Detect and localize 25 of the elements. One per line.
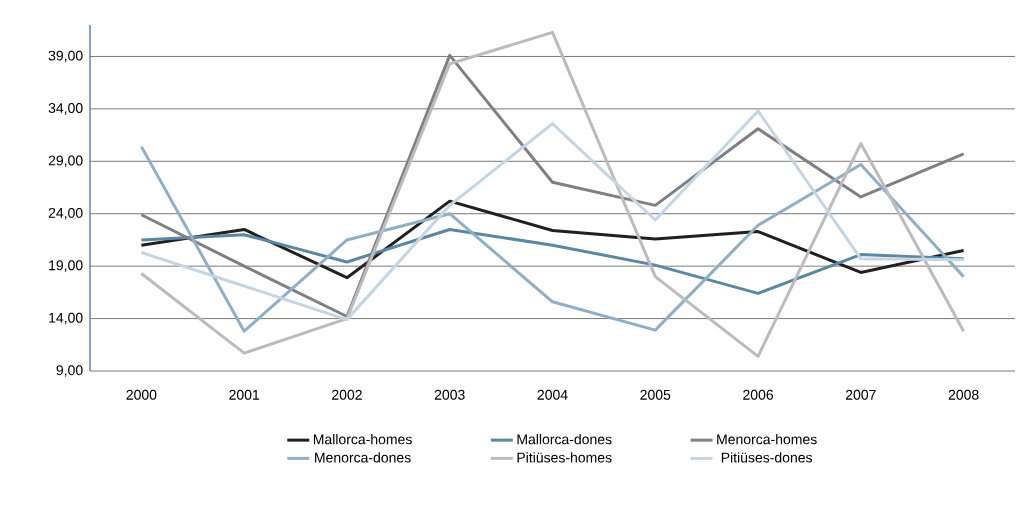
y-tick-label: 34,00 — [48, 103, 83, 115]
y-tick-label: 9,00 — [56, 365, 83, 377]
x-tick-label: 2000 — [126, 389, 157, 400]
y-tick-label: 29,00 — [48, 155, 83, 168]
legend-label: Menorca-homes — [717, 434, 817, 445]
line-series — [139, 30, 966, 358]
legend-label: Mallorca-dones — [517, 434, 612, 445]
x-tick-label: 2007 — [845, 389, 876, 400]
legend-label: Mallorca-homes — [313, 434, 412, 445]
x-tick-label: 2001 — [229, 389, 260, 400]
legend-label: Pitiüses-dones — [721, 452, 813, 463]
y-tick-label: 24,00 — [48, 207, 83, 220]
x-tick-label: 2004 — [537, 389, 568, 400]
y-tick-label: 39,00 — [48, 50, 83, 63]
line-series — [139, 145, 966, 333]
line-series — [139, 227, 966, 295]
x-tick-label: 2003 — [434, 389, 465, 400]
x-tick-label: 2008 — [948, 389, 979, 400]
x-tick-label: 2006 — [743, 389, 774, 400]
y-tick-label: 19,00 — [49, 260, 83, 272]
x-tick-label: 2002 — [332, 389, 362, 400]
y-tick-label: 14,00 — [49, 312, 83, 325]
x-tick-label: 2005 — [640, 389, 671, 400]
legend-label: Pitiüses-homes — [517, 452, 612, 463]
legend-label: Menorca-dones — [315, 452, 411, 463]
